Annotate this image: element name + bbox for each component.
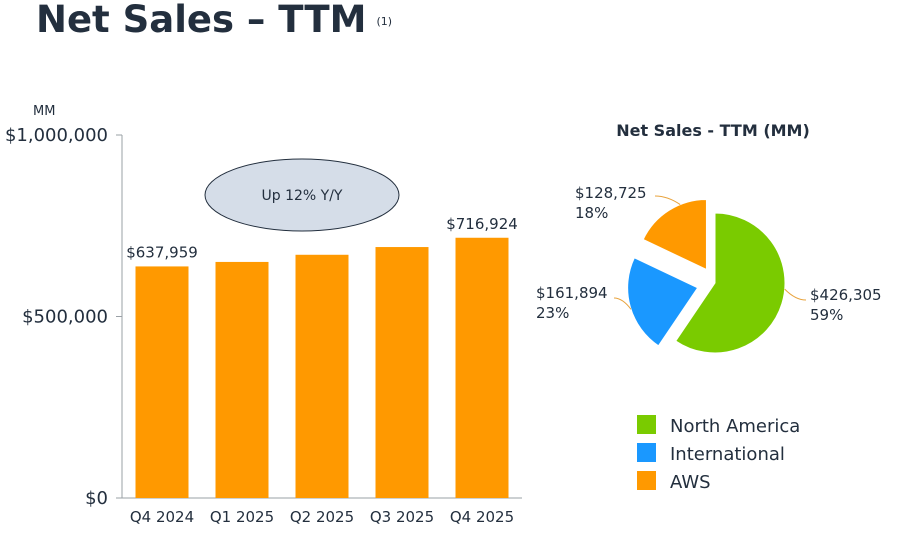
pie-percent-label: 18% — [575, 204, 608, 222]
bars — [135, 237, 509, 498]
pie-leader-line — [784, 288, 807, 301]
bar — [455, 237, 509, 498]
pie-title: Net Sales - TTM (MM) — [616, 121, 810, 140]
pie-leader-line — [613, 297, 632, 310]
x-tick-label: Q1 2025 — [210, 508, 274, 526]
legend-swatch — [637, 443, 656, 462]
x-tick-label: Q2 2025 — [290, 508, 354, 526]
legend-label: International — [670, 444, 785, 465]
pie-value-label: $426,305 — [810, 286, 882, 304]
pie-slices — [627, 198, 786, 354]
bar-data-label: $637,959 — [126, 243, 198, 261]
pie-leader-lines — [613, 195, 807, 310]
pie-slice — [675, 212, 786, 354]
pie-slice — [627, 257, 699, 347]
callout-ellipse — [204, 158, 400, 232]
footnote-marker: (1) — [376, 15, 393, 28]
bar — [215, 261, 269, 498]
y-tick-label: $0 — [85, 488, 108, 509]
bar — [135, 266, 189, 498]
bar-chart: MM $0 $500,000 $1,000,000 Q4 2024 Q1 2025 Q2… — [5, 104, 522, 526]
legend-swatch — [637, 415, 656, 434]
pie-labels: $426,305 59% $161,894 23% $128,725 18% — [536, 184, 882, 324]
bar-data-label: $716,924 — [446, 215, 518, 233]
y-axis-unit-label: MM — [33, 104, 55, 119]
bar-data-labels: $637,959 $716,924 — [126, 215, 518, 262]
y-axis-ticks: $0 $500,000 $1,000,000 — [5, 125, 122, 509]
yoy-callout: Up 12% Y/Y — [204, 158, 400, 232]
legend-label: North America — [670, 416, 800, 437]
pie-chart: Net Sales - TTM (MM) $426,305 59% $161,894… — [536, 121, 882, 493]
legend-label: AWS — [670, 472, 711, 493]
y-tick-label: $500,000 — [22, 307, 108, 328]
x-tick-label: Q3 2025 — [370, 508, 434, 526]
pie-slice — [642, 198, 707, 271]
page-title: Net Sales – TTM (1) — [36, 0, 392, 41]
pie-percent-label: 23% — [536, 304, 569, 322]
pie-leader-line — [654, 195, 681, 205]
callout-text: Up 12% Y/Y — [262, 188, 343, 204]
category-labels: Q4 2024 Q1 2025 Q2 2025 Q3 2025 Q4 2025 — [130, 508, 514, 526]
bar — [295, 254, 349, 498]
pie-legend: North America International AWS — [637, 415, 800, 493]
pie-value-label: $161,894 — [536, 284, 608, 302]
y-tick-label: $1,000,000 — [5, 125, 108, 146]
pie-value-label: $128,725 — [575, 184, 647, 202]
x-tick-label: Q4 2025 — [450, 508, 514, 526]
bar — [375, 247, 429, 498]
pie-percent-label: 59% — [810, 306, 843, 324]
legend-swatch — [637, 471, 656, 490]
page-title-text: Net Sales – TTM — [36, 0, 367, 41]
x-tick-label: Q4 2024 — [130, 508, 194, 526]
